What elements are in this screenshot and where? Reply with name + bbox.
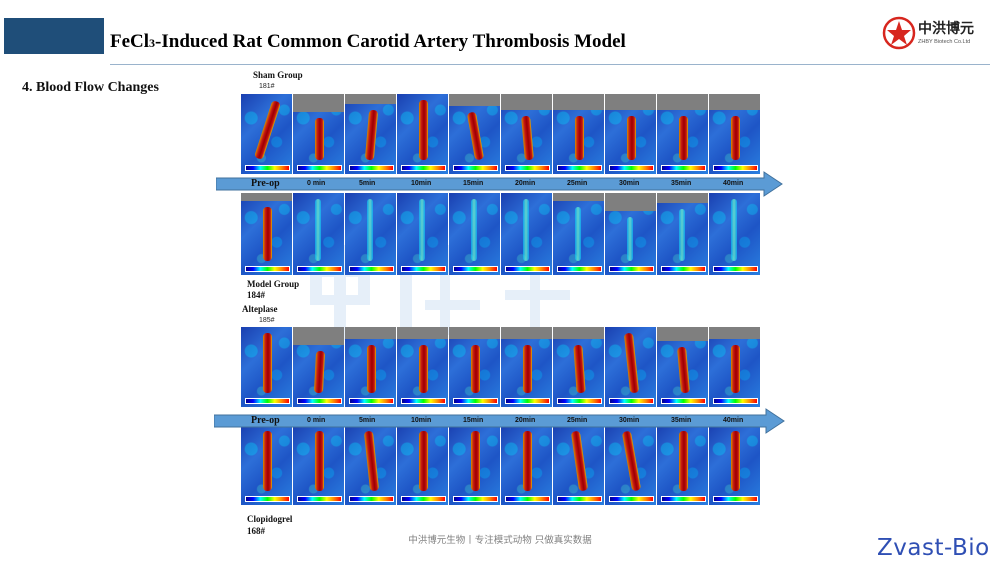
sham-flow-image-0 bbox=[241, 94, 292, 174]
clopidogrel-flow-image-7 bbox=[605, 425, 656, 505]
model-flow-image-8 bbox=[657, 193, 708, 275]
alteplase-flow-image-9 bbox=[709, 327, 760, 407]
sham-flow-image-7 bbox=[605, 94, 656, 174]
timeline-label-3: 10min bbox=[411, 417, 432, 424]
logo-name-en: ZHBY Biotech Co.Ltd bbox=[918, 39, 971, 45]
model-flow-image-7 bbox=[605, 193, 656, 275]
company-logo: 中洪博元 ZHBY Biotech Co.Ltd bbox=[880, 14, 992, 54]
clopidogrel-flow-image-4 bbox=[449, 425, 500, 505]
model-flow-image-6 bbox=[553, 193, 604, 275]
header-accent-box bbox=[4, 18, 104, 54]
timeline-label-2: 5min bbox=[359, 180, 376, 187]
alteplase-group-id: 185# bbox=[259, 317, 275, 324]
alteplase-flow-image-4 bbox=[449, 327, 500, 407]
alteplase-flow-image-6 bbox=[553, 327, 604, 407]
timeline-label-4: 15min bbox=[463, 417, 484, 424]
timeline-arrow-top bbox=[216, 171, 783, 197]
alteplase-flow-image-1 bbox=[293, 327, 344, 407]
model-flow-image-4 bbox=[449, 193, 500, 275]
section-title: 4. Blood Flow Changes bbox=[22, 80, 159, 95]
sham-group-label: Sham Group bbox=[253, 70, 303, 80]
timeline-label-5: 20min bbox=[515, 417, 536, 424]
timeline-label-8: 35min bbox=[671, 417, 692, 424]
clopidogrel-group-id: 168# bbox=[247, 526, 265, 536]
clopidogrel-flow-image-2 bbox=[345, 425, 396, 505]
model-flow-image-0 bbox=[241, 193, 292, 275]
timeline-label-1: 0 min bbox=[307, 417, 326, 424]
clopidogrel-flow-image-1 bbox=[293, 425, 344, 505]
alteplase-flow-image-2 bbox=[345, 327, 396, 407]
timeline-label-0: Pre-op bbox=[251, 178, 280, 189]
timeline-label-7: 30min bbox=[619, 180, 640, 187]
sham-flow-image-4 bbox=[449, 94, 500, 174]
model-flow-image-5 bbox=[501, 193, 552, 275]
clopidogrel-flow-image-9 bbox=[709, 425, 760, 505]
clopidogrel-group-label: Clopidogrel bbox=[247, 514, 293, 524]
logo-name-cn: 中洪博元 bbox=[918, 21, 974, 37]
header-divider bbox=[110, 64, 990, 65]
alteplase-flow-image-7 bbox=[605, 327, 656, 407]
model-group-label: Model Group bbox=[247, 279, 300, 289]
clopidogrel-flow-image-0 bbox=[241, 425, 292, 505]
footer-slogan: 中洪博元生物丨专注模式动物 只做真实数据 bbox=[408, 535, 592, 546]
sham-flow-image-9 bbox=[709, 94, 760, 174]
timeline-label-9: 40min bbox=[723, 180, 744, 187]
model-group-id: 184# bbox=[247, 290, 265, 300]
clopidogrel-flow-image-6 bbox=[553, 425, 604, 505]
sham-flow-image-6 bbox=[553, 94, 604, 174]
page-title: FeCl3-Induced Rat Common Carotid Artery … bbox=[110, 31, 626, 52]
clopidogrel-flow-image-3 bbox=[397, 425, 448, 505]
alteplase-flow-image-3 bbox=[397, 327, 448, 407]
alteplase-flow-image-5 bbox=[501, 327, 552, 407]
sham-flow-image-1 bbox=[293, 94, 344, 174]
timeline-arrow-bottom bbox=[214, 408, 785, 434]
alteplase-flow-image-0 bbox=[241, 327, 292, 407]
timeline-label-2: 5min bbox=[359, 417, 376, 424]
alteplase-flow-image-8 bbox=[657, 327, 708, 407]
timeline-label-1: 0 min bbox=[307, 180, 326, 187]
sham-flow-image-3 bbox=[397, 94, 448, 174]
timeline-label-3: 10min bbox=[411, 180, 432, 187]
alteplase-group-label: Alteplase bbox=[242, 304, 278, 314]
timeline-label-4: 15min bbox=[463, 180, 484, 187]
model-flow-image-3 bbox=[397, 193, 448, 275]
brand-logo: Zvast-Bio bbox=[877, 535, 990, 561]
model-flow-image-2 bbox=[345, 193, 396, 275]
timeline-label-7: 30min bbox=[619, 417, 640, 424]
sham-flow-image-2 bbox=[345, 94, 396, 174]
model-flow-image-9 bbox=[709, 193, 760, 275]
model-flow-image-1 bbox=[293, 193, 344, 275]
timeline-label-6: 25min bbox=[567, 417, 588, 424]
sham-flow-image-5 bbox=[501, 94, 552, 174]
clopidogrel-flow-image-8 bbox=[657, 425, 708, 505]
timeline-label-8: 35min bbox=[671, 180, 692, 187]
clopidogrel-flow-image-5 bbox=[501, 425, 552, 505]
timeline-label-0: Pre-op bbox=[251, 415, 280, 426]
timeline-label-6: 25min bbox=[567, 180, 588, 187]
timeline-label-9: 40min bbox=[723, 417, 744, 424]
logo-star-icon bbox=[882, 16, 916, 50]
timeline-label-5: 20min bbox=[515, 180, 536, 187]
sham-flow-image-8 bbox=[657, 94, 708, 174]
sham-group-id: 181# bbox=[259, 83, 275, 90]
